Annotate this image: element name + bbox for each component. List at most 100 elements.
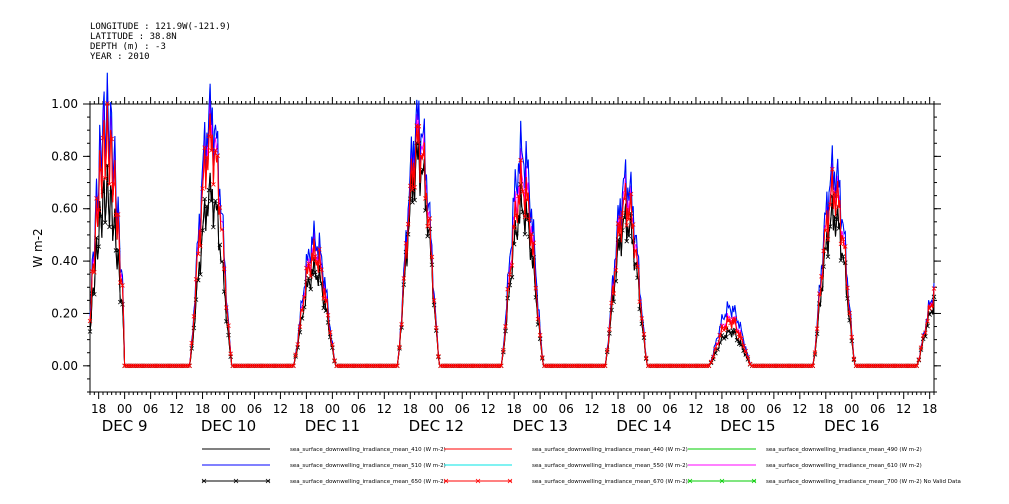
- series-marker-650: [204, 204, 210, 209]
- series-marker-670: [641, 331, 647, 337]
- x-hour-label: 00: [325, 402, 340, 416]
- series-marker-650: [206, 187, 212, 193]
- series-marker-650: [202, 196, 207, 202]
- x-day-label: DEC 9: [102, 417, 148, 435]
- series-marker-650: [217, 242, 223, 248]
- x-hour-label: 18: [195, 402, 210, 416]
- x-hour-label: 06: [870, 402, 885, 416]
- series-marker-670: [918, 345, 924, 350]
- series-marker-670: [94, 196, 99, 201]
- year-label: YEAR : 2010: [90, 52, 150, 62]
- series-marker-670: [425, 223, 430, 229]
- x-day-label: DEC 11: [305, 417, 360, 435]
- x-hour-label: 18: [610, 402, 625, 416]
- series-marker-650: [425, 233, 430, 239]
- series-marker-670: [120, 283, 125, 288]
- series-marker-670: [115, 212, 121, 217]
- series-marker-670: [109, 136, 114, 142]
- series-marker-670: [306, 261, 311, 266]
- series-marker-670: [332, 358, 337, 363]
- series-marker-670: [193, 276, 199, 282]
- series-marker-670: [531, 240, 536, 246]
- x-hour-label: 00: [844, 402, 859, 416]
- series-marker-670: [195, 251, 201, 257]
- series-marker-650: [531, 255, 536, 260]
- series-marker-670: [830, 166, 835, 172]
- series-marker-670: [715, 341, 720, 347]
- plot-axes: 0.00 0.20 0.40 0.60 0.80 1.00 W m-2 18 00 06 12 18 0…: [31, 97, 941, 435]
- series-marker-670: [602, 363, 608, 369]
- x-hour-label: 00: [429, 402, 444, 416]
- legend-label-4: sea_surface_downwelling_irradiance_mean_…: [532, 463, 688, 469]
- x-hour-label: 00: [117, 402, 132, 416]
- series-marker-670: [200, 186, 205, 191]
- series-marker-670: [319, 267, 324, 273]
- series-marker-670: [202, 145, 207, 150]
- series-marker-670: [403, 240, 409, 246]
- legend-marker-6: [233, 478, 239, 484]
- series-marker-670: [741, 343, 746, 349]
- series-marker-670: [516, 193, 521, 199]
- series-marker-670: [810, 363, 816, 369]
- series-marker-670: [505, 286, 510, 292]
- series-marker-650: [845, 296, 850, 301]
- series-marker-650: [522, 231, 528, 237]
- series-marker-670: [219, 227, 225, 232]
- series-marker-670: [412, 185, 417, 190]
- series-marker-670: [87, 318, 93, 324]
- series-marker-670: [717, 332, 723, 338]
- series-marker-650: [633, 261, 638, 266]
- depth-label: DEPTH (m) : -3: [90, 42, 166, 52]
- legend-marker-7: [507, 478, 513, 484]
- series-marker-670: [431, 298, 437, 303]
- series-marker-650: [624, 238, 629, 244]
- series-marker-670: [613, 268, 619, 273]
- series-marker-670: [914, 363, 919, 369]
- series-marker-670: [327, 330, 333, 335]
- longitude-label: LONGITUDE : 121.9W(-121.9): [90, 22, 231, 32]
- series-marker-650: [321, 305, 327, 311]
- series-marker-670: [395, 363, 400, 369]
- x-hour-label: 00: [636, 402, 651, 416]
- x-hour-label: 12: [688, 402, 703, 416]
- legend-marker-7: [475, 478, 481, 484]
- series-marker-670: [228, 351, 233, 357]
- series-marker-650: [520, 209, 526, 215]
- legend-label-5: sea_surface_downwelling_irradiance_mean_…: [766, 463, 922, 469]
- series-marker-670: [637, 299, 642, 305]
- series-marker-650: [314, 273, 320, 279]
- series-marker-670: [920, 333, 926, 338]
- series-marker-650: [723, 334, 729, 340]
- series-marker-670: [832, 190, 837, 195]
- x-day-label: DEC 10: [201, 417, 256, 435]
- legend-label-1: sea_surface_downwelling_irradiance_mean_…: [532, 447, 688, 453]
- series-marker-670: [540, 355, 545, 360]
- series-marker-650: [213, 198, 218, 204]
- series-marker-670: [325, 312, 331, 318]
- series-marker-670: [522, 214, 528, 220]
- series-marker-650: [111, 224, 117, 230]
- series-marker-670: [96, 207, 101, 213]
- x-hour-label: 00: [740, 402, 755, 416]
- series-marker-670: [98, 167, 104, 173]
- series-marker-650: [226, 332, 231, 338]
- series-marker-650: [842, 260, 848, 265]
- series-marker-670: [529, 231, 534, 237]
- y-tick-label: 0.20: [51, 306, 78, 320]
- series-marker-670: [221, 266, 227, 272]
- series-marker-650: [609, 307, 614, 313]
- series-marker-670: [501, 347, 506, 353]
- series-marker-670: [821, 248, 826, 254]
- series-marker-670: [107, 181, 112, 187]
- series-marker-670: [308, 274, 314, 279]
- series-marker-670: [399, 322, 404, 327]
- series-marker-670: [314, 259, 320, 264]
- y-tick-label: 1.00: [51, 97, 78, 111]
- series-marker-670: [312, 254, 318, 259]
- series-marker-650: [193, 297, 199, 302]
- legend-label-8: sea_surface_downwelling_irradiance_mean_…: [766, 479, 961, 485]
- series-marker-670: [433, 325, 439, 331]
- legend-marker-6: [201, 478, 207, 484]
- series-marker-670: [92, 269, 97, 275]
- series-marker-670: [929, 302, 935, 307]
